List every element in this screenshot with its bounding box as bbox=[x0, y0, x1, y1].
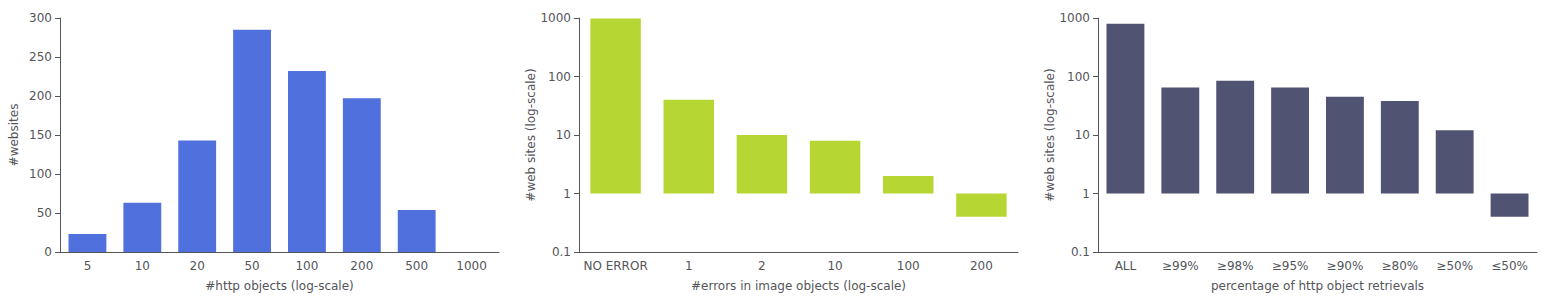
svg-text:0.1: 0.1 bbox=[1071, 245, 1090, 259]
svg-text:500: 500 bbox=[405, 259, 428, 273]
svg-text:50: 50 bbox=[37, 206, 52, 220]
svg-text:1000: 1000 bbox=[540, 11, 571, 25]
svg-text:≥98%: ≥98% bbox=[1217, 259, 1254, 273]
svg-text:NO ERROR: NO ERROR bbox=[583, 259, 647, 273]
svg-text:50: 50 bbox=[244, 259, 259, 273]
svg-text:100: 100 bbox=[548, 70, 571, 84]
svg-text:150: 150 bbox=[29, 128, 52, 142]
svg-text:#http objects (log-scale): #http objects (log-scale) bbox=[205, 279, 353, 293]
svg-text:5: 5 bbox=[84, 259, 92, 273]
svg-text:ALL: ALL bbox=[1115, 259, 1137, 273]
svg-text:100: 100 bbox=[29, 167, 52, 181]
svg-text:10: 10 bbox=[135, 259, 150, 273]
svg-text:0.1: 0.1 bbox=[552, 245, 571, 259]
svg-text:#websites: #websites bbox=[7, 104, 21, 167]
svg-text:20: 20 bbox=[190, 259, 205, 273]
svg-text:1: 1 bbox=[1082, 187, 1090, 201]
svg-text:1000: 1000 bbox=[456, 259, 487, 273]
svg-text:300: 300 bbox=[29, 11, 52, 25]
svg-text:#web sites (log-scale): #web sites (log-scale) bbox=[524, 68, 538, 201]
svg-text:2: 2 bbox=[758, 259, 766, 273]
svg-text:1: 1 bbox=[563, 187, 571, 201]
svg-text:1000: 1000 bbox=[1059, 11, 1090, 25]
svg-text:100: 100 bbox=[1067, 70, 1090, 84]
svg-text:percentage of http object retr: percentage of http object retrievals bbox=[1211, 279, 1424, 293]
svg-text:100: 100 bbox=[897, 259, 920, 273]
svg-text:≥95%: ≥95% bbox=[1272, 259, 1309, 273]
svg-text:100: 100 bbox=[295, 259, 318, 273]
svg-text:≤50%: ≤50% bbox=[1491, 259, 1528, 273]
svg-text:1: 1 bbox=[685, 259, 693, 273]
svg-text:200: 200 bbox=[29, 89, 52, 103]
svg-text:200: 200 bbox=[970, 259, 993, 273]
svg-text:200: 200 bbox=[350, 259, 373, 273]
svg-text:≥50%: ≥50% bbox=[1436, 259, 1473, 273]
svg-text:≥99%: ≥99% bbox=[1162, 259, 1199, 273]
svg-text:#errors in image objects (log-: #errors in image objects (log-scale) bbox=[691, 279, 906, 293]
svg-text:10: 10 bbox=[1075, 128, 1090, 142]
svg-text:10: 10 bbox=[827, 259, 842, 273]
svg-text:0: 0 bbox=[44, 245, 52, 259]
svg-text:10: 10 bbox=[556, 128, 571, 142]
svg-text:≥80%: ≥80% bbox=[1381, 259, 1418, 273]
svg-text:≥90%: ≥90% bbox=[1327, 259, 1364, 273]
svg-text:#web sites (log-scale): #web sites (log-scale) bbox=[1043, 68, 1057, 201]
svg-text:250: 250 bbox=[29, 50, 52, 64]
